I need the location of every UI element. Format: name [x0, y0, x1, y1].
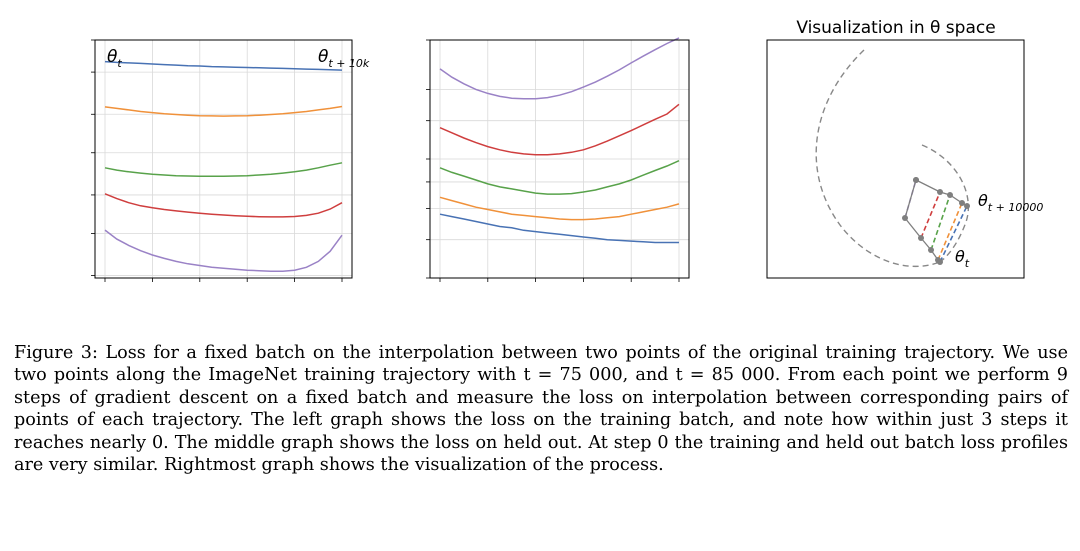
step-path-early: [904, 179, 941, 263]
step-point: [937, 189, 943, 195]
training-loss-chart: θt θt + 10k: [91, 39, 370, 282]
theta-start-label: θt: [955, 247, 970, 270]
theta-t-label: θt: [107, 47, 122, 70]
viz-title: Visualization in θ space: [796, 18, 995, 38]
step-paths: [902, 177, 970, 265]
series-line-step-3: [439, 160, 680, 195]
series-line-step-0: [104, 60, 343, 71]
figure-caption: Figure 3: Loss for a fixed batch on the …: [14, 343, 1068, 476]
viz-frame: [766, 39, 1025, 279]
theta-t10k-label: θt + 10k: [318, 47, 370, 70]
series-line-step-1: [439, 196, 680, 221]
step-point: [964, 203, 970, 209]
series-line-step-1: [104, 105, 343, 117]
series-line-step-9: [104, 229, 343, 272]
interpolation-line: [930, 194, 951, 251]
interpolation-line: [939, 205, 968, 263]
step-point: [947, 192, 953, 198]
theta-end-label: θt + 10000: [978, 191, 1043, 214]
step-point: [913, 177, 919, 183]
plot-frame: [94, 39, 353, 279]
inner-trajectory-arc: [921, 144, 970, 263]
step-point: [928, 247, 934, 253]
figure-panels: θt θt + 10k Visualization in θ space θt +…: [91, 18, 1043, 282]
heldout-loss-chart: [426, 37, 690, 282]
plot-frame: [429, 39, 690, 279]
series-line-step-0: [439, 213, 679, 244]
interpolation-line: [937, 202, 963, 261]
series-line-step-3: [104, 162, 343, 178]
theta-space-visualization: Visualization in θ space θt + 10000 θt: [766, 18, 1043, 279]
series-line-step-5: [104, 193, 343, 218]
outer-trajectory-arc: [815, 49, 941, 268]
series-line-step-9: [439, 37, 680, 100]
series-line-step-5: [439, 103, 680, 156]
step-point: [902, 215, 908, 221]
step-point: [959, 200, 965, 206]
step-point: [937, 259, 943, 265]
step-point: [918, 235, 924, 241]
interpolation-line: [920, 191, 941, 239]
